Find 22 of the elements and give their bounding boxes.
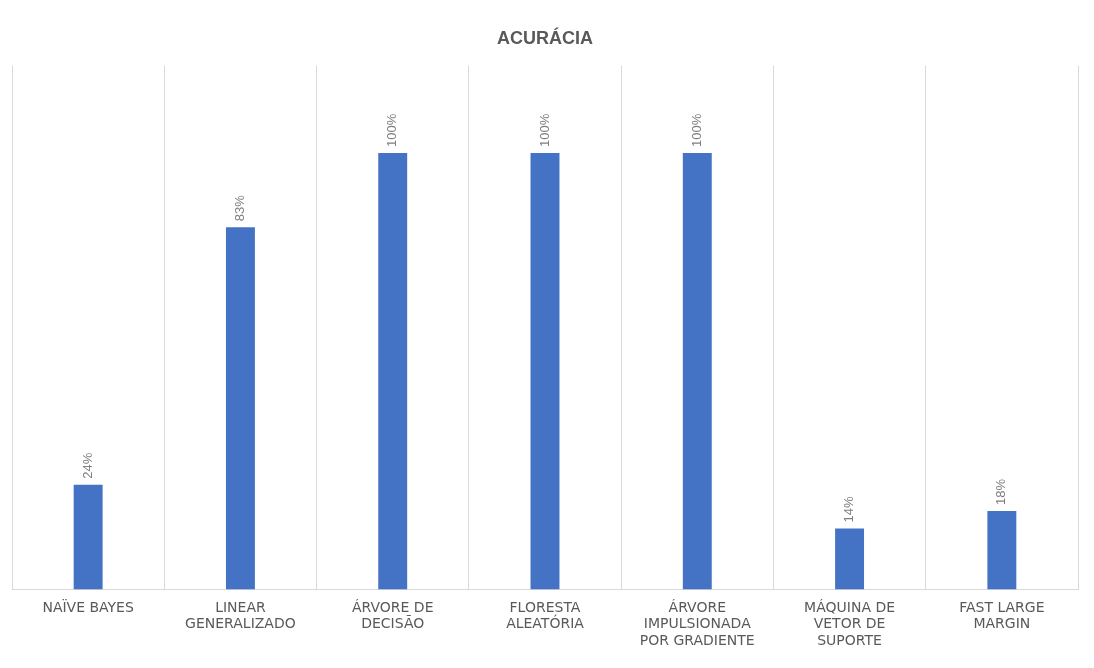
- x-tick-label: FAST LARGE MARGIN: [959, 598, 1045, 632]
- bar: [530, 152, 560, 590]
- x-tick-label: ÁRVORE DE DECISÃO: [351, 598, 434, 632]
- data-label: 24%: [79, 452, 95, 479]
- x-tick-label: NAÏVE BAYES: [42, 597, 134, 615]
- data-label: 100%: [536, 113, 552, 147]
- data-label: 18%: [993, 478, 1009, 505]
- x-tick-label: FLORESTA ALEATÓRIA: [506, 598, 585, 632]
- bar: [73, 484, 103, 590]
- x-tick-label: MÁQUINA DE VETOR DE SUPORTE: [804, 598, 896, 649]
- bar: [987, 511, 1017, 590]
- bar: [378, 152, 408, 590]
- data-label: 100%: [384, 113, 400, 147]
- data-label: 83%: [232, 194, 248, 222]
- x-tick-label: LINEAR GENERALIZADO: [185, 598, 296, 632]
- data-label: 14%: [841, 496, 857, 523]
- bar: [835, 528, 865, 590]
- bar: [682, 152, 712, 590]
- data-label: 100%: [688, 113, 704, 147]
- bar: [225, 227, 255, 590]
- x-tick-label: ÁRVORE IMPULSIONADA POR GRADIENTE: [639, 598, 755, 649]
- chart-title: ACURÁCIA: [497, 26, 593, 48]
